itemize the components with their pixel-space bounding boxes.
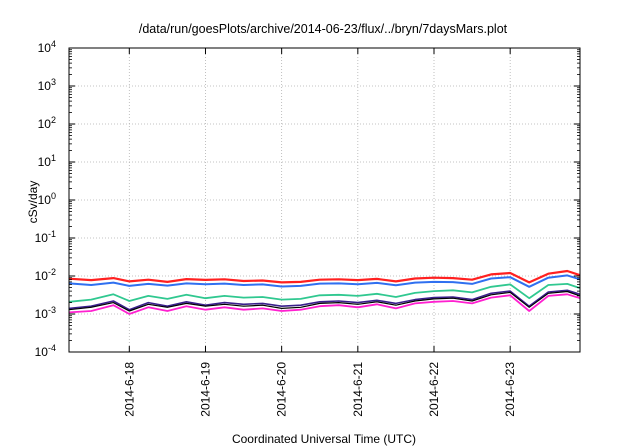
y-tick-label: 10-3 xyxy=(35,305,56,321)
series-line-6 xyxy=(68,293,581,315)
grid xyxy=(69,48,580,352)
series-line-5 xyxy=(68,290,581,312)
y-tick-label: 101 xyxy=(38,153,56,169)
series-line-1 xyxy=(68,269,581,284)
y-tick-label: 100 xyxy=(38,191,56,207)
y-tick-label: 10-4 xyxy=(35,343,56,359)
x-ticks: 2014-6-18 2014-6-19 2014-6-20 2014-6-21 2014… xyxy=(122,48,517,417)
x-tick-label: 2014-6-22 xyxy=(427,362,441,417)
x-tick-label: 2014-6-18 xyxy=(122,362,136,417)
series-group xyxy=(68,269,581,315)
series-line-2 xyxy=(68,274,581,288)
series-line-3 xyxy=(68,282,581,303)
y-tick-label: 102 xyxy=(38,115,56,131)
y-tick-label: 10-2 xyxy=(35,267,56,283)
series-line-4 xyxy=(68,289,581,311)
y-tick-label: 103 xyxy=(38,77,56,93)
x-tick-label: 2014-6-19 xyxy=(198,362,212,417)
x-tick-label: 2014-6-20 xyxy=(275,362,289,417)
y-tick-label: 104 xyxy=(38,39,56,55)
x-axis-label: Coordinated Universal Time (UTC) xyxy=(232,432,416,446)
y-axis-label: cSv/day xyxy=(26,181,40,224)
y-ticks: 10-4 10-3 10-2 10-1 100 101 102 103 104 xyxy=(35,39,580,359)
x-tick-label: 2014-6-21 xyxy=(351,362,365,417)
y-tick-label: 10-1 xyxy=(35,229,56,245)
chart-title: /data/run/goesPlots/archive/2014-06-23/f… xyxy=(139,22,508,36)
x-tick-label: 2014-6-23 xyxy=(503,362,517,417)
